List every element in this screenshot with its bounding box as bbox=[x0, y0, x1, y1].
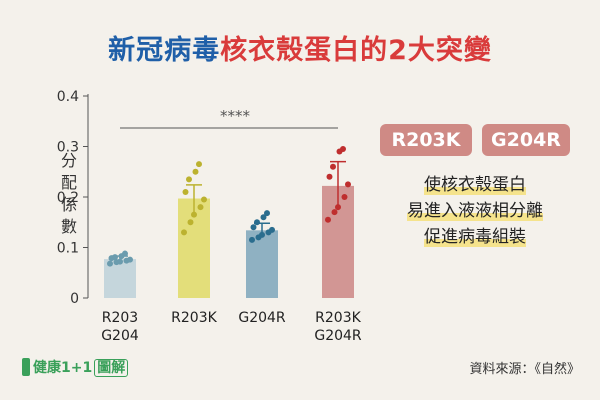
data-point bbox=[191, 211, 197, 218]
data-point bbox=[127, 256, 133, 263]
description: 使核衣殼蛋白 易進入液液相分離 促進病毒組裝 bbox=[380, 172, 570, 250]
title-red: 核衣殼蛋白的2大突變 bbox=[220, 35, 492, 66]
source-note: 資料來源：《自然》 bbox=[469, 362, 580, 377]
data-point bbox=[250, 224, 257, 231]
data-point bbox=[260, 214, 267, 221]
data-point bbox=[254, 219, 260, 226]
data-point bbox=[259, 231, 265, 238]
description-line-1: 使核衣殼蛋白 bbox=[424, 175, 526, 195]
data-point bbox=[181, 229, 187, 236]
data-point bbox=[182, 188, 189, 195]
x-tick-label: G204R bbox=[238, 310, 286, 326]
data-point bbox=[112, 254, 118, 261]
data-point bbox=[107, 260, 113, 267]
x-tick-label: R203 bbox=[102, 310, 138, 326]
data-point bbox=[330, 163, 336, 170]
tag-r203k: R203K bbox=[380, 124, 472, 156]
data-point bbox=[345, 181, 351, 188]
y-tick-label: 0.4 bbox=[57, 89, 79, 105]
description-line-2: 易進入液液相分離 bbox=[407, 201, 543, 221]
y-tick-label: 0.1 bbox=[57, 241, 79, 257]
data-point bbox=[331, 209, 338, 216]
x-tick-label: R203K bbox=[315, 310, 361, 326]
y-tick-label: 0 bbox=[70, 291, 79, 307]
data-point bbox=[264, 210, 270, 217]
logo-mark-icon bbox=[22, 358, 30, 376]
description-line-3: 促進病毒組裝 bbox=[424, 227, 526, 247]
data-point bbox=[325, 216, 331, 223]
logo-text: 健康1+1 圖解 bbox=[33, 357, 129, 377]
data-point bbox=[192, 168, 199, 175]
mutation-tags: R203K G204R bbox=[380, 124, 570, 156]
data-point bbox=[249, 236, 255, 243]
data-point bbox=[186, 176, 192, 183]
x-tick-label: G204R bbox=[314, 328, 362, 344]
data-point bbox=[201, 196, 207, 203]
data-point bbox=[197, 204, 204, 211]
data-point bbox=[335, 204, 341, 211]
y-axis-label: 分配係數 bbox=[60, 151, 77, 236]
x-tick-label: R203K bbox=[171, 310, 217, 326]
data-point bbox=[196, 161, 202, 168]
data-point bbox=[122, 250, 128, 257]
data-point bbox=[341, 194, 348, 200]
significance-label: **** bbox=[220, 107, 251, 125]
data-point bbox=[117, 258, 123, 265]
data-point bbox=[340, 146, 346, 153]
data-point bbox=[187, 219, 194, 226]
tag-g204r: G204R bbox=[482, 124, 570, 156]
y-tick-label: 0.3 bbox=[57, 140, 79, 156]
data-point bbox=[269, 226, 275, 233]
title-blue: 新冠病毒 bbox=[108, 35, 221, 66]
logo: 健康1+1 圖解 bbox=[22, 356, 134, 378]
data-point bbox=[326, 173, 333, 180]
y-tick-label: 0.2 bbox=[57, 190, 79, 206]
page-title: 新冠病毒核衣殼蛋白的2大突變 bbox=[0, 28, 600, 67]
x-tick-label: G204 bbox=[101, 328, 139, 344]
